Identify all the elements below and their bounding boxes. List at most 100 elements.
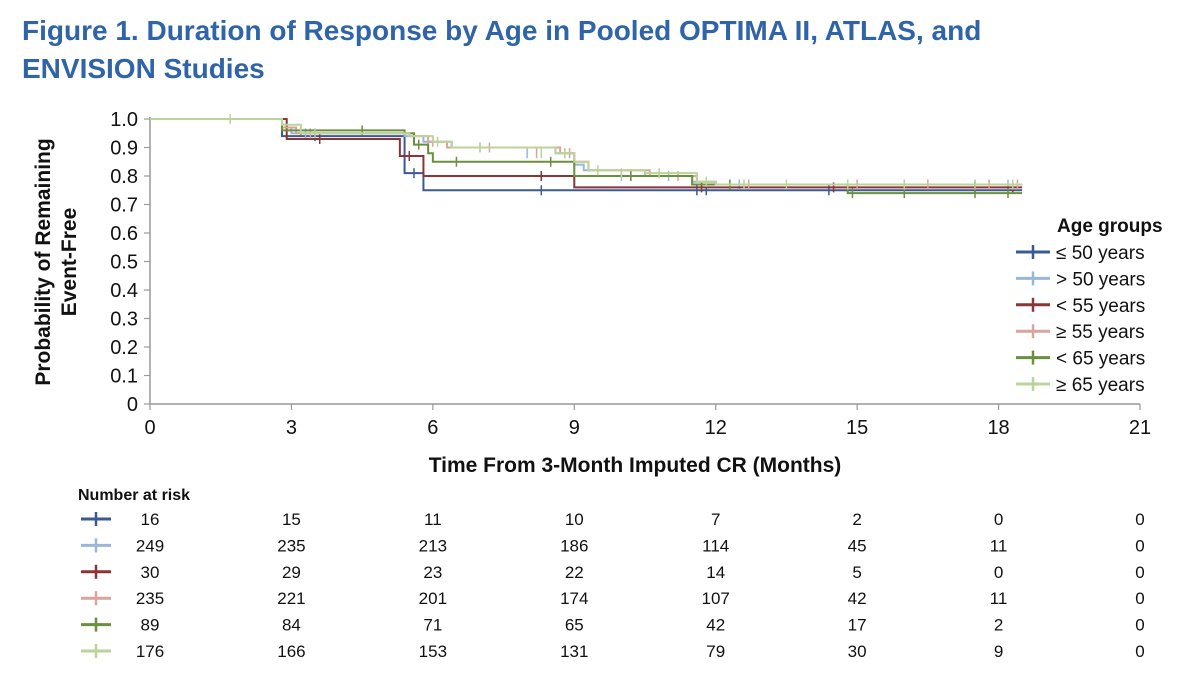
risk-cell: 0	[994, 563, 1003, 582]
x-tick-label: 3	[286, 417, 297, 439]
series-3	[150, 118, 1023, 193]
series-4	[150, 118, 1023, 190]
figure-title: Figure 1. Duration of Response by Age in…	[22, 12, 1182, 88]
risk-cell: 235	[136, 589, 164, 608]
risk-row-1: 16 15 11 10 7 2 0 0	[81, 510, 1145, 529]
y-tick-label: 0.6	[110, 223, 138, 245]
x-axis-label: Time From 3-Month Imputed CR (Months)	[429, 454, 842, 477]
number-at-risk-title: Number at risk	[78, 487, 190, 504]
y-axis-label-line: Probability of Remaining	[32, 138, 55, 385]
x-tick-label: 6	[427, 417, 438, 439]
x-tick-label: 9	[569, 417, 580, 439]
risk-cell: 30	[848, 642, 867, 661]
y-tick-label: 0.1	[110, 366, 138, 388]
risk-cell: 213	[419, 536, 447, 555]
risk-cell: 0	[1135, 642, 1144, 661]
risk-cell: 107	[702, 589, 730, 608]
risk-cell: 114	[702, 536, 729, 555]
risk-cell: 14	[706, 563, 725, 582]
risk-cell: 201	[419, 589, 447, 608]
risk-cell: 0	[994, 510, 1003, 529]
risk-cell: 2	[852, 510, 861, 529]
y-tick-label: 0.3	[110, 309, 138, 331]
risk-cell: 186	[560, 536, 588, 555]
risk-cell: 84	[282, 616, 301, 635]
legend-item-5: < 65 years	[1016, 349, 1145, 370]
risk-cell: 0	[1135, 510, 1144, 529]
risk-cell: 5	[852, 563, 861, 582]
risk-cell: 30	[141, 563, 160, 582]
legend-item-3: < 55 years	[1016, 296, 1145, 317]
risk-cell: 153	[419, 642, 447, 661]
x-tick-label: 21	[1129, 417, 1151, 439]
risk-cell: 79	[706, 642, 725, 661]
risk-cell: 235	[277, 536, 305, 555]
risk-cell: 9	[994, 642, 1003, 661]
x-tick-label: 15	[846, 417, 868, 439]
risk-cell: 0	[1135, 536, 1144, 555]
risk-cell: 10	[565, 510, 584, 529]
risk-row-5: 89 84 71 65 42 17 2 0	[81, 616, 1145, 635]
risk-cell: 29	[282, 563, 301, 582]
figure-title-line-1: Figure 1. Duration of Response by Age in…	[22, 15, 982, 46]
legend-label: ≤ 50 years	[1056, 243, 1145, 264]
series-5	[150, 118, 1023, 199]
risk-cell: 42	[848, 589, 867, 608]
legend-label: > 50 years	[1056, 269, 1145, 290]
risk-cell: 17	[848, 616, 867, 635]
legend-item-1: ≤ 50 years	[1016, 243, 1145, 264]
risk-cell: 11	[990, 589, 1008, 608]
risk-cell: 65	[565, 616, 584, 635]
series-line	[150, 118, 1023, 186]
risk-cell: 221	[277, 589, 305, 608]
risk-row-6: 176 166 153 131 79 30 9 0	[81, 642, 1145, 661]
risk-cell: 71	[423, 616, 442, 635]
x-tick-label: 18	[987, 417, 1009, 439]
chart-axes: 0 0.1 0.2 0.3 0.4 0.5 0.6 0.7 0.8 0.9 1.0 0 3 6 9 12 15 1…	[32, 109, 1151, 477]
risk-cell: 174	[560, 589, 588, 608]
y-tick-label: 0.9	[110, 138, 138, 160]
risk-cell: 16	[141, 510, 160, 529]
legend-label: ≥ 65 years	[1056, 375, 1145, 396]
risk-cell: 22	[565, 563, 584, 582]
risk-cell: 11	[424, 510, 442, 529]
figure-title-line-2: ENVISION Studies	[22, 53, 265, 84]
legend-label: < 65 years	[1056, 349, 1145, 370]
y-axis-label-line: Event-Free	[58, 208, 81, 317]
risk-cell: 42	[706, 616, 725, 635]
legend-label: ≥ 55 years	[1056, 322, 1145, 343]
risk-cell: 7	[711, 510, 720, 529]
legend-label: < 55 years	[1056, 296, 1145, 317]
risk-row-3: 30 29 23 22 14 5 0 0	[81, 563, 1145, 582]
y-tick-label: 0.2	[110, 337, 138, 359]
risk-cell: 0	[1135, 589, 1144, 608]
risk-cell: 2	[994, 616, 1003, 635]
legend-item-4: ≥ 55 years	[1016, 322, 1145, 343]
x-tick-label: 0	[144, 417, 155, 439]
risk-cell: 131	[560, 642, 588, 661]
y-tick-label: 0	[127, 394, 138, 416]
y-tick-label: 0.5	[110, 252, 138, 274]
risk-cell: 249	[136, 536, 164, 555]
series-2	[150, 118, 1023, 190]
series-line	[150, 118, 1023, 195]
risk-cell: 176	[136, 642, 164, 661]
series-line	[150, 118, 1023, 189]
series-line	[150, 118, 1023, 186]
risk-cell: 15	[282, 510, 301, 529]
risk-row-4: 235 221 201 174 107 42 11 0	[81, 589, 1145, 608]
series-6	[150, 114, 1023, 190]
legend-title: Age groups	[1057, 216, 1163, 237]
series-line	[150, 118, 1023, 186]
legend-item-6: ≥ 65 years	[1016, 375, 1145, 396]
risk-cell: 45	[848, 536, 867, 555]
y-axis-label: Probability of Remaining Event-Free	[32, 138, 81, 385]
y-tick-label: 0.8	[110, 166, 138, 188]
risk-cell: 0	[1135, 616, 1144, 635]
legend-item-2: > 50 years	[1016, 269, 1145, 290]
risk-cell: 89	[141, 616, 160, 635]
series-line	[150, 118, 1023, 192]
risk-cell: 23	[423, 563, 442, 582]
risk-cell: 166	[277, 642, 305, 661]
